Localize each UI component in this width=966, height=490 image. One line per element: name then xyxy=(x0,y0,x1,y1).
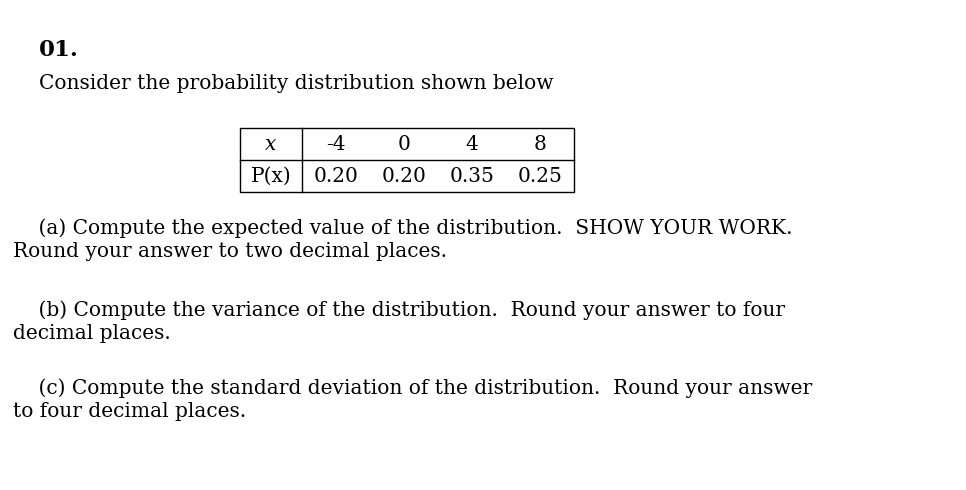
Text: 8: 8 xyxy=(533,134,547,153)
Text: 0.20: 0.20 xyxy=(382,167,426,186)
Text: 4: 4 xyxy=(466,134,478,153)
Text: -4: -4 xyxy=(327,134,346,153)
Text: Consider the probability distribution shown below: Consider the probability distribution sh… xyxy=(39,74,554,94)
Text: Round your answer to two decimal places.: Round your answer to two decimal places. xyxy=(13,242,446,261)
Bar xyxy=(240,128,574,192)
Text: P(x): P(x) xyxy=(250,167,292,186)
Text: decimal places.: decimal places. xyxy=(13,324,170,343)
Text: to four decimal places.: to four decimal places. xyxy=(13,402,245,421)
Text: (a) Compute the expected value of the distribution.  SHOW YOUR WORK.: (a) Compute the expected value of the di… xyxy=(13,218,792,238)
Text: (c) Compute the standard deviation of the distribution.  Round your answer: (c) Compute the standard deviation of th… xyxy=(13,378,811,398)
Text: (b) Compute the variance of the distribution.  Round your answer to four: (b) Compute the variance of the distribu… xyxy=(13,300,784,319)
Text: 01.: 01. xyxy=(39,39,78,61)
Text: x: x xyxy=(266,134,276,153)
Text: 0.25: 0.25 xyxy=(518,167,562,186)
Text: 0.20: 0.20 xyxy=(314,167,358,186)
Text: 0: 0 xyxy=(398,134,411,153)
Text: 0.35: 0.35 xyxy=(449,167,495,186)
